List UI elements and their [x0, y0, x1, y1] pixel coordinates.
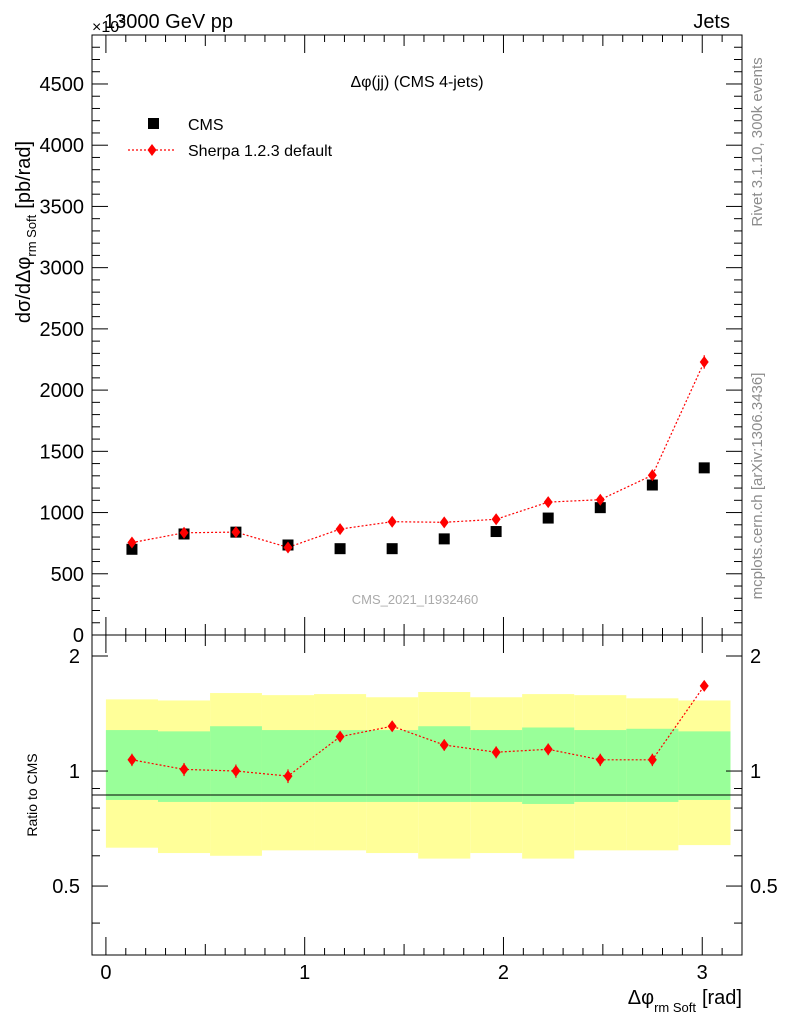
sherpa-point	[127, 536, 137, 549]
ratio-series	[127, 679, 709, 784]
uncertainty-band-inner	[418, 726, 471, 802]
sherpa-point	[283, 541, 293, 554]
ratio-bands	[105, 692, 731, 859]
sherpa-point	[699, 355, 709, 368]
cms-point	[542, 512, 554, 524]
y-tick-label: 2000	[40, 380, 85, 402]
y-tick-label: 2500	[40, 319, 85, 341]
uncertainty-band-inner	[210, 726, 262, 802]
x-tick-label: 0	[100, 962, 111, 984]
ratio-sherpa-point	[439, 738, 449, 751]
legend: CMS Sherpa 1.2.3 default	[128, 117, 333, 160]
sherpa-point	[387, 515, 397, 528]
watermark: CMS_2021_I1932460	[352, 592, 479, 607]
ratio-panel: 0.5 0.5 1 1 2 2 0 1 2 3 Ratio to CMS Δφrm Soft [ra…	[24, 634, 778, 1015]
x-tick-label: 3	[697, 962, 708, 984]
x-axis-label: Δφrm Soft [rad]	[628, 987, 742, 1015]
sherpa-point	[179, 526, 189, 539]
ratio-y-tick-label-right: 1	[750, 761, 761, 783]
main-ticks: 0 500 1000 1500 2000 2500 3000 3500 4000 4500	[40, 34, 742, 647]
uncertainty-band-inner	[678, 731, 731, 800]
ratio-sherpa-point	[231, 765, 241, 778]
cms-point	[698, 462, 710, 474]
ratio-sherpa-point	[491, 746, 501, 759]
main-series	[126, 355, 710, 555]
mcplots-label: mcplots.cern.ch [arXiv:1306.3436]	[749, 373, 766, 600]
legend-cms-marker	[148, 118, 159, 129]
uncertainty-band-inner	[366, 730, 419, 802]
sherpa-line	[131, 361, 705, 549]
y-tick-label: 4000	[40, 135, 85, 157]
sherpa-point	[231, 526, 241, 539]
ratio-y-tick-label-right: 2	[750, 646, 761, 668]
ratio-sherpa-point	[387, 720, 397, 733]
ratio-y-tick-label: 2	[69, 646, 80, 668]
y-tick-label: 3500	[40, 196, 85, 218]
category-label: Jets	[693, 11, 730, 33]
y-tick-label: 0	[73, 625, 84, 647]
main-panel: Δφ(jj) (CMS 4-jets) CMS_2021_I1932460 0 5…	[13, 34, 743, 647]
ratio-sherpa-point	[543, 743, 553, 756]
sherpa-point	[543, 496, 553, 509]
sherpa-point	[335, 523, 345, 536]
main-title: Δφ(jj) (CMS 4-jets)	[350, 74, 483, 91]
sherpa-point	[439, 516, 449, 529]
legend-sherpa-label: Sherpa 1.2.3 default	[188, 143, 333, 160]
y-tick-label: 1500	[40, 441, 85, 463]
ratio-y-tick-label: 0.5	[52, 876, 80, 898]
ratio-sherpa-point	[595, 753, 605, 766]
y-axis-label: dσ/dΔφrm Soft[pb/rad]	[13, 141, 39, 323]
cms-point	[646, 479, 658, 491]
cms-point	[386, 543, 398, 555]
ratio-sherpa-point	[127, 753, 137, 766]
cms-point	[334, 543, 346, 555]
y-tick-label: 4500	[40, 74, 85, 96]
ratio-ticks: 0.5 0.5 1 1 2 2 0 1 2 3	[52, 635, 778, 984]
y-tick-label: 1000	[40, 503, 85, 525]
y-tick-label: 500	[51, 564, 84, 586]
x-tick-label: 2	[498, 962, 509, 984]
cms-point	[438, 533, 450, 545]
sherpa-point	[595, 493, 605, 506]
ratio-y-tick-label: 1	[69, 761, 80, 783]
sherpa-point	[647, 469, 657, 482]
cms-point	[594, 502, 606, 514]
ratio-sherpa-point	[335, 730, 345, 743]
cms-point	[490, 526, 502, 538]
ratio-y-tick-label-right: 0.5	[750, 876, 778, 898]
y-multiplier: ×103	[92, 12, 126, 36]
ratio-sherpa-point	[283, 770, 293, 783]
x-tick-label: 1	[299, 962, 310, 984]
legend-sherpa-marker	[147, 144, 157, 156]
uncertainty-band-inner	[261, 730, 315, 802]
y-tick-label: 3000	[40, 258, 85, 280]
cms-point	[126, 543, 138, 555]
ratio-sherpa-point	[647, 753, 657, 766]
uncertainty-band-inner	[470, 730, 523, 802]
rivet-label: Rivet 3.1.10, 300k events	[749, 57, 766, 226]
uncertainty-band-inner	[522, 727, 575, 804]
ratio-frame	[91, 634, 743, 956]
ratio-sherpa-line	[131, 685, 705, 777]
sherpa-point	[491, 513, 501, 526]
ratio-sherpa-point	[699, 679, 709, 692]
energy-label: 13000 GeV pp	[104, 11, 233, 33]
legend-cms-label: CMS	[188, 117, 224, 134]
ratio-y-label: Ratio to CMS	[24, 753, 40, 836]
ratio-sherpa-point	[179, 763, 189, 776]
